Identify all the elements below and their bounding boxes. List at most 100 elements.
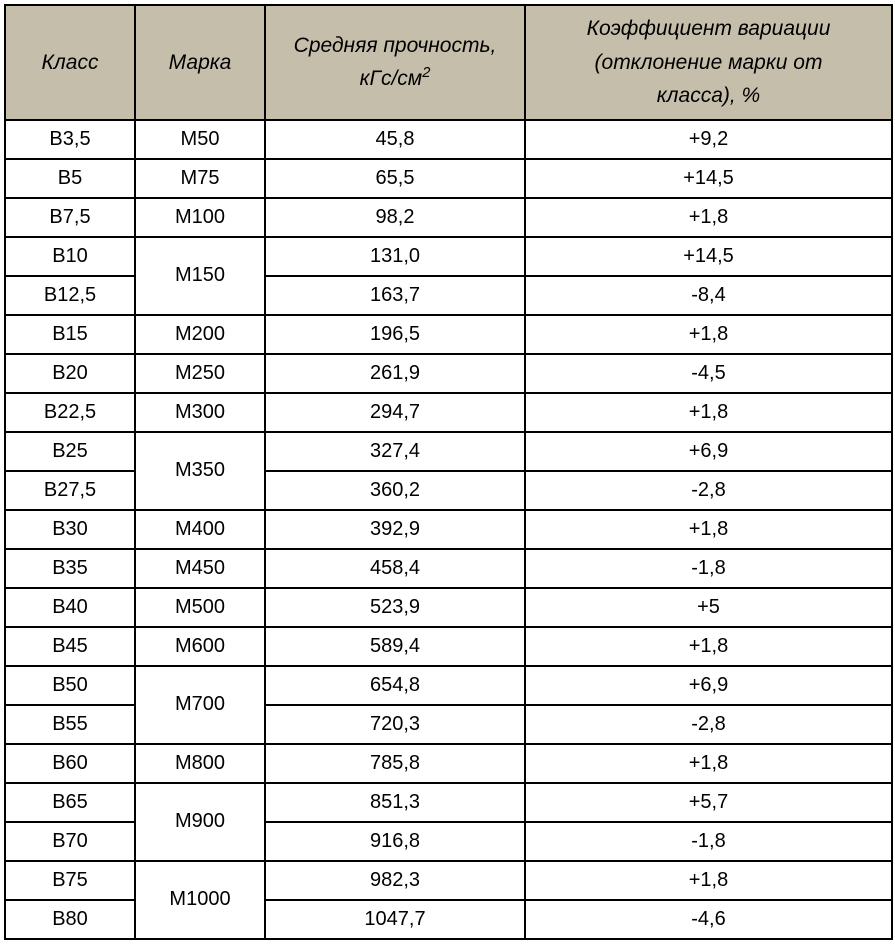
cell-variation: -2,8 bbox=[525, 471, 892, 510]
cell-strength: 327,4 bbox=[265, 432, 525, 471]
cell-class: B70 bbox=[5, 822, 135, 861]
cell-mark: M200 bbox=[135, 315, 265, 354]
cell-class: B80 bbox=[5, 900, 135, 939]
header-strength-line1: Средняя прочность, bbox=[294, 34, 497, 57]
cell-class: B20 bbox=[5, 354, 135, 393]
cell-strength: 654,8 bbox=[265, 666, 525, 705]
cell-strength: 294,7 bbox=[265, 393, 525, 432]
header-variation-line3: класса), % bbox=[657, 84, 760, 107]
cell-mark: M600 bbox=[135, 627, 265, 666]
cell-mark: M900 bbox=[135, 783, 265, 861]
cell-strength: 392,9 bbox=[265, 510, 525, 549]
cell-variation: +5 bbox=[525, 588, 892, 627]
table-row: B25M350327,4+6,9 bbox=[5, 432, 892, 471]
cell-mark: M700 bbox=[135, 666, 265, 744]
cell-strength: 45,8 bbox=[265, 120, 525, 159]
header-mark: Марка bbox=[135, 5, 265, 120]
cell-strength: 851,3 bbox=[265, 783, 525, 822]
cell-variation: -1,8 bbox=[525, 822, 892, 861]
cell-class: B7,5 bbox=[5, 198, 135, 237]
cell-class: B75 bbox=[5, 861, 135, 900]
header-variation-line1: Коэффициент вариации bbox=[587, 17, 831, 40]
concrete-class-table: Класс Марка Средняя прочность, кГс/см2 К… bbox=[4, 4, 893, 940]
table-row: B20M250261,9-4,5 bbox=[5, 354, 892, 393]
table-row: B50M700654,8+6,9 bbox=[5, 666, 892, 705]
cell-variation: -2,8 bbox=[525, 705, 892, 744]
cell-strength: 196,5 bbox=[265, 315, 525, 354]
cell-class: B22,5 bbox=[5, 393, 135, 432]
cell-variation: +9,2 bbox=[525, 120, 892, 159]
cell-strength: 131,0 bbox=[265, 237, 525, 276]
cell-variation: +1,8 bbox=[525, 861, 892, 900]
cell-class: B65 bbox=[5, 783, 135, 822]
cell-mark: M800 bbox=[135, 744, 265, 783]
table-row: B35M450458,4-1,8 bbox=[5, 549, 892, 588]
cell-mark: M400 bbox=[135, 510, 265, 549]
cell-variation: +1,8 bbox=[525, 315, 892, 354]
table-header-row: Класс Марка Средняя прочность, кГс/см2 К… bbox=[5, 5, 892, 120]
cell-mark: M300 bbox=[135, 393, 265, 432]
table-row: B10M150131,0+14,5 bbox=[5, 237, 892, 276]
table-row: B45M600589,4+1,8 bbox=[5, 627, 892, 666]
cell-strength: 785,8 bbox=[265, 744, 525, 783]
cell-variation: +1,8 bbox=[525, 744, 892, 783]
cell-variation: -4,5 bbox=[525, 354, 892, 393]
header-variation: Коэффициент вариации (отклонение марки о… bbox=[525, 5, 892, 120]
cell-mark: M1000 bbox=[135, 861, 265, 939]
table-row: B5M7565,5+14,5 bbox=[5, 159, 892, 198]
cell-variation: +14,5 bbox=[525, 237, 892, 276]
cell-class: B55 bbox=[5, 705, 135, 744]
table-row: B40M500523,9+5 bbox=[5, 588, 892, 627]
table-body: B3,5M5045,8+9,2B5M7565,5+14,5B7,5M10098,… bbox=[5, 120, 892, 939]
cell-strength: 720,3 bbox=[265, 705, 525, 744]
cell-variation: -1,8 bbox=[525, 549, 892, 588]
header-variation-line2: (отклонение марки от bbox=[595, 51, 823, 74]
header-strength: Средняя прочность, кГс/см2 bbox=[265, 5, 525, 120]
header-strength-sup: 2 bbox=[422, 65, 430, 81]
cell-strength: 982,3 bbox=[265, 861, 525, 900]
cell-class: B30 bbox=[5, 510, 135, 549]
cell-strength: 916,8 bbox=[265, 822, 525, 861]
cell-strength: 1047,7 bbox=[265, 900, 525, 939]
cell-variation: +1,8 bbox=[525, 198, 892, 237]
cell-mark: M500 bbox=[135, 588, 265, 627]
cell-variation: -8,4 bbox=[525, 276, 892, 315]
table-row: B7,5M10098,2+1,8 bbox=[5, 198, 892, 237]
table-row: B65M900851,3+5,7 bbox=[5, 783, 892, 822]
cell-variation: -4,6 bbox=[525, 900, 892, 939]
cell-variation: +14,5 bbox=[525, 159, 892, 198]
cell-class: B60 bbox=[5, 744, 135, 783]
cell-class: B15 bbox=[5, 315, 135, 354]
cell-class: B50 bbox=[5, 666, 135, 705]
cell-variation: +1,8 bbox=[525, 627, 892, 666]
cell-class: B40 bbox=[5, 588, 135, 627]
cell-class: B12,5 bbox=[5, 276, 135, 315]
cell-class: B25 bbox=[5, 432, 135, 471]
cell-strength: 458,4 bbox=[265, 549, 525, 588]
table-row: B3,5M5045,8+9,2 bbox=[5, 120, 892, 159]
cell-strength: 163,7 bbox=[265, 276, 525, 315]
cell-strength: 589,4 bbox=[265, 627, 525, 666]
cell-class: B35 bbox=[5, 549, 135, 588]
table-row: B30M400392,9+1,8 bbox=[5, 510, 892, 549]
cell-mark: M350 bbox=[135, 432, 265, 510]
cell-strength: 98,2 bbox=[265, 198, 525, 237]
cell-strength: 360,2 bbox=[265, 471, 525, 510]
table-row: B60M800785,8+1,8 bbox=[5, 744, 892, 783]
table-row: B22,5M300294,7+1,8 bbox=[5, 393, 892, 432]
cell-mark: M100 bbox=[135, 198, 265, 237]
cell-variation: +1,8 bbox=[525, 393, 892, 432]
cell-class: B3,5 bbox=[5, 120, 135, 159]
header-class: Класс bbox=[5, 5, 135, 120]
cell-variation: +5,7 bbox=[525, 783, 892, 822]
cell-variation: +1,8 bbox=[525, 510, 892, 549]
cell-mark: M150 bbox=[135, 237, 265, 315]
cell-variation: +6,9 bbox=[525, 432, 892, 471]
cell-strength: 261,9 bbox=[265, 354, 525, 393]
cell-class: B27,5 bbox=[5, 471, 135, 510]
table-row: B15M200196,5+1,8 bbox=[5, 315, 892, 354]
cell-class: B5 bbox=[5, 159, 135, 198]
cell-strength: 523,9 bbox=[265, 588, 525, 627]
header-strength-line2-prefix: кГс/см bbox=[360, 67, 423, 90]
cell-variation: +6,9 bbox=[525, 666, 892, 705]
